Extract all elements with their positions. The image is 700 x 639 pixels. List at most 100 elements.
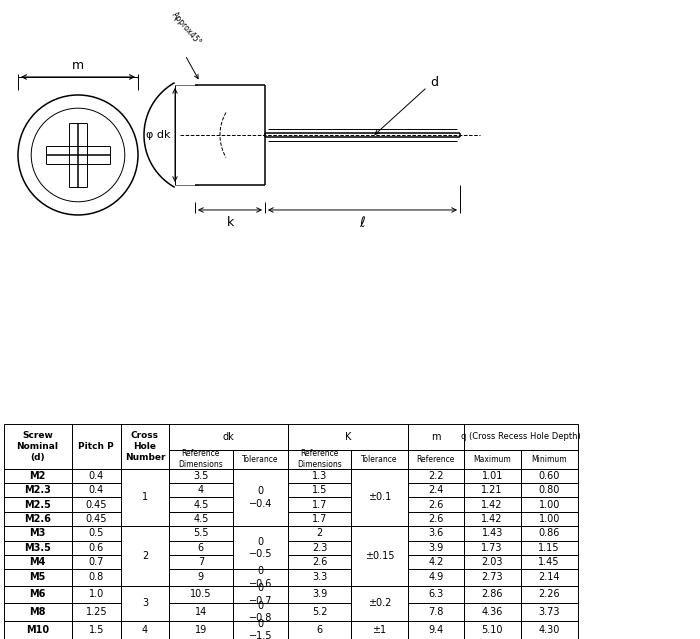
Bar [521, 526, 577, 541]
Bar [408, 497, 463, 512]
Bar [169, 450, 233, 468]
Text: 9.4: 9.4 [428, 625, 444, 635]
Text: 0.45: 0.45 [85, 514, 107, 524]
Text: 2.14: 2.14 [538, 573, 560, 583]
Bar [169, 483, 233, 497]
Text: 0
−0.6: 0 −0.6 [249, 566, 272, 589]
Bar [463, 569, 521, 586]
Bar [521, 586, 577, 603]
Bar [408, 483, 463, 497]
Bar [521, 468, 577, 483]
Bar [4, 483, 71, 497]
Text: M2.5: M2.5 [24, 500, 51, 509]
Bar [121, 586, 169, 621]
Bar [233, 569, 288, 586]
Bar [408, 512, 463, 526]
Bar [521, 497, 577, 512]
Text: Maximum: Maximum [473, 454, 511, 464]
Bar [169, 555, 233, 569]
Bar [351, 586, 408, 621]
Text: 2: 2 [316, 528, 323, 538]
Text: 3.6: 3.6 [428, 528, 444, 538]
Bar [521, 450, 577, 468]
Text: Tolerance: Tolerance [361, 454, 398, 464]
Bar [521, 555, 577, 569]
Bar [288, 621, 351, 639]
Text: 2.73: 2.73 [482, 573, 503, 583]
Text: φ dk: φ dk [146, 130, 171, 140]
Text: Approx45°: Approx45° [170, 10, 203, 47]
Bar [4, 512, 71, 526]
Bar [408, 586, 463, 603]
Bar [521, 603, 577, 621]
Text: 2.86: 2.86 [482, 589, 503, 599]
Text: Tolerance: Tolerance [242, 454, 279, 464]
Text: 7: 7 [198, 557, 204, 567]
Bar [463, 450, 521, 468]
Text: 0.6: 0.6 [89, 543, 104, 553]
Text: 3: 3 [142, 598, 148, 608]
Text: K: K [345, 431, 351, 442]
Text: M8: M8 [29, 607, 46, 617]
Text: 1: 1 [142, 493, 148, 502]
Bar [521, 569, 577, 586]
Text: 0.60: 0.60 [538, 471, 560, 481]
Text: M2.3: M2.3 [24, 485, 51, 495]
Text: 1.42: 1.42 [482, 500, 503, 509]
Bar [4, 586, 71, 603]
Bar [4, 468, 71, 483]
Bar [521, 512, 577, 526]
Bar [463, 586, 521, 603]
Bar [169, 497, 233, 512]
Bar [169, 569, 233, 586]
Bar [288, 541, 351, 555]
Bar [233, 621, 288, 639]
Text: 5.5: 5.5 [193, 528, 209, 538]
Text: 19: 19 [195, 625, 207, 635]
Bar [121, 526, 169, 586]
Bar [71, 468, 121, 483]
Text: ±0.2: ±0.2 [368, 598, 391, 608]
Bar [4, 621, 71, 639]
Bar [288, 526, 351, 541]
Text: Cross
Hole
Number: Cross Hole Number [125, 431, 165, 462]
Text: 2.6: 2.6 [428, 514, 444, 524]
Bar [169, 468, 233, 483]
Bar [4, 569, 71, 586]
Text: Reference: Reference [416, 454, 455, 464]
Bar [463, 424, 578, 450]
Text: M3: M3 [29, 528, 46, 538]
Bar [233, 450, 288, 468]
Text: ℓ: ℓ [360, 216, 365, 230]
Text: 9: 9 [198, 573, 204, 583]
Bar [288, 424, 408, 450]
Text: 2.6: 2.6 [312, 557, 328, 567]
Bar [408, 450, 463, 468]
Bar [121, 621, 169, 639]
Bar [463, 621, 521, 639]
Bar [288, 483, 351, 497]
Text: 3.5: 3.5 [193, 471, 209, 481]
Text: 1.45: 1.45 [538, 557, 560, 567]
Bar [169, 603, 233, 621]
Bar [71, 555, 121, 569]
Text: 1.25: 1.25 [85, 607, 107, 617]
Text: 7.8: 7.8 [428, 607, 444, 617]
Text: m: m [431, 431, 440, 442]
Text: 1.15: 1.15 [538, 543, 560, 553]
Text: 1.5: 1.5 [312, 485, 328, 495]
Text: 1.5: 1.5 [89, 625, 104, 635]
Text: ±0.15: ±0.15 [365, 551, 394, 561]
Bar [463, 512, 521, 526]
Bar [463, 468, 521, 483]
Bar [351, 450, 408, 468]
Bar [4, 541, 71, 555]
Bar [71, 497, 121, 512]
Text: 6: 6 [198, 543, 204, 553]
Text: 1.01: 1.01 [482, 471, 503, 481]
Text: 3.3: 3.3 [312, 573, 328, 583]
Bar [169, 621, 233, 639]
Text: ±1: ±1 [372, 625, 386, 635]
Bar [408, 569, 463, 586]
Text: 4: 4 [198, 485, 204, 495]
